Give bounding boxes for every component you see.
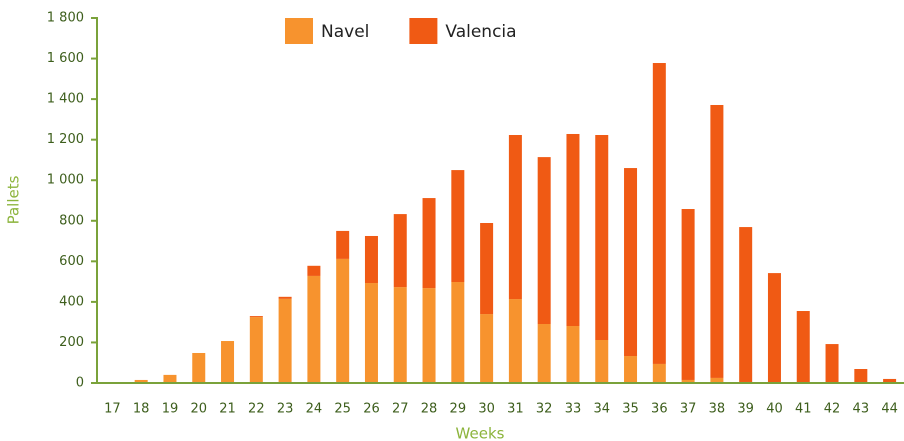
x-tick-label: 23 <box>277 402 294 417</box>
bar-segment <box>307 275 321 383</box>
bar-segment <box>336 230 350 259</box>
x-tick-label: 43 <box>853 402 870 417</box>
bar-segment <box>480 223 494 315</box>
legend-label: Valencia <box>445 22 516 42</box>
bar-segment <box>681 209 695 380</box>
bar-segment <box>480 314 494 383</box>
y-tick-label: 0 <box>76 376 84 391</box>
y-tick-label: 200 <box>59 335 84 350</box>
bar-segment <box>249 316 263 318</box>
x-tick-label: 24 <box>306 402 323 417</box>
bar-segment <box>163 374 177 383</box>
y-tick-label: 1 800 <box>47 11 84 26</box>
bar-segment <box>652 63 666 364</box>
bar-segment <box>710 104 724 378</box>
bar-segment <box>422 198 436 289</box>
bar-segment <box>393 214 407 288</box>
bar-segment <box>595 135 609 341</box>
bar-segment <box>393 287 407 383</box>
bar-segment <box>364 283 378 383</box>
x-tick-label: 30 <box>478 402 495 417</box>
x-tick-label: 31 <box>507 402 524 417</box>
x-tick-label: 29 <box>450 402 467 417</box>
bar-segment <box>451 282 465 383</box>
x-tick-label: 25 <box>334 402 351 417</box>
x-tick-label: 21 <box>219 402 236 417</box>
y-tick-label: 600 <box>59 254 84 269</box>
y-axis-label: Pallets <box>5 175 23 224</box>
bar-segment <box>681 379 695 383</box>
x-tick-label: 42 <box>824 402 841 417</box>
x-tick-label: 22 <box>248 402 265 417</box>
x-axis-label: Weeks <box>456 425 505 441</box>
legend-label: Navel <box>321 22 369 42</box>
bar-segment <box>825 344 839 383</box>
bar-segment <box>278 298 292 383</box>
x-tick-label: 18 <box>133 402 150 417</box>
bar-segment <box>508 135 522 300</box>
bar-segment <box>739 227 753 382</box>
bar-segment <box>537 157 551 324</box>
x-tick-label: 40 <box>766 402 783 417</box>
x-tick-label: 36 <box>651 402 668 417</box>
bar-segment <box>854 369 868 383</box>
bar-segment <box>249 317 263 383</box>
x-tick-label: 32 <box>536 402 553 417</box>
x-tick-label: 20 <box>190 402 207 417</box>
bar-segment <box>336 258 350 383</box>
bar-segment <box>566 326 580 383</box>
bar-segment <box>451 170 465 283</box>
bar-segment <box>537 323 551 383</box>
bar-segment <box>192 352 206 383</box>
x-tick-label: 17 <box>104 402 121 417</box>
y-tick-label: 1 400 <box>47 92 84 107</box>
x-tick-label: 38 <box>709 402 726 417</box>
x-tick-label: 28 <box>421 402 438 417</box>
y-tick-label: 1 200 <box>47 132 84 147</box>
bar-segment <box>624 168 638 357</box>
bar-segment <box>767 273 781 383</box>
bar-segment <box>422 288 436 383</box>
legend-swatch <box>409 18 438 44</box>
x-tick-label: 39 <box>737 402 754 417</box>
x-tick-label: 27 <box>392 402 409 417</box>
x-tick-label: 37 <box>680 402 697 417</box>
y-tick-label: 1 600 <box>47 51 84 66</box>
bar-segment <box>364 235 378 284</box>
x-tick-label: 26 <box>363 402 380 417</box>
x-tick-label: 44 <box>881 402 898 417</box>
bar-segment <box>624 356 638 383</box>
x-tick-label: 19 <box>162 402 179 417</box>
bar-segment <box>796 311 810 383</box>
bar-segment <box>652 363 666 383</box>
legend-swatch <box>285 18 313 44</box>
x-tick-label: 33 <box>565 402 582 417</box>
x-tick-label: 35 <box>622 402 639 417</box>
bar-segment <box>595 340 609 383</box>
bar-segment <box>883 378 897 383</box>
y-tick-label: 800 <box>59 213 84 228</box>
y-tick-label: 1 000 <box>47 173 84 188</box>
bar-segment <box>307 265 321 276</box>
bar-segment <box>278 296 292 299</box>
bar-segment <box>221 341 235 383</box>
x-tick-label: 34 <box>593 402 610 417</box>
y-tick-label: 400 <box>59 294 84 309</box>
bar-segment <box>508 299 522 383</box>
bar-segment <box>710 377 724 383</box>
bar-segment <box>134 379 148 383</box>
bar-segment <box>566 133 580 327</box>
x-tick-label: 41 <box>795 402 812 417</box>
